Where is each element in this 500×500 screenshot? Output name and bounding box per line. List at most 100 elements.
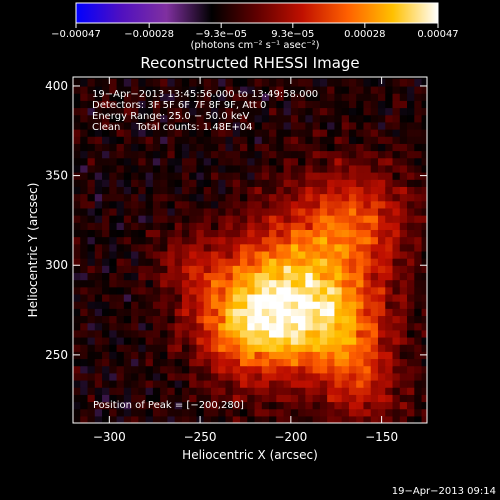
heatmap-pixel [261, 229, 270, 238]
heatmap-pixel [407, 394, 415, 403]
heatmap-pixel [174, 143, 183, 152]
heatmap-pixel [305, 408, 314, 417]
heatmap-pixel [189, 394, 198, 403]
heatmap-pixel [348, 128, 357, 137]
heatmap-pixel [131, 179, 139, 187]
heatmap-pixel [240, 128, 248, 137]
heatmap-pixel [102, 379, 110, 388]
heatmap-pixel [94, 150, 103, 159]
heatmap-pixel [174, 358, 183, 367]
heatmap-pixel [196, 207, 205, 216]
heatmap-pixel [283, 222, 292, 230]
heatmap-pixel [87, 329, 96, 338]
heatmap-pixel [145, 365, 154, 374]
heatmap-pixel [80, 301, 89, 309]
heatmap-pixel [210, 107, 219, 116]
heatmap-pixel [189, 265, 198, 274]
heatmap-pixel [334, 365, 343, 374]
heatmap-pixel [123, 222, 132, 230]
heatmap-pixel [160, 322, 168, 331]
heatmap-pixel [160, 78, 168, 87]
heatmap-pixel [123, 387, 132, 395]
heatmap-pixel [225, 229, 234, 238]
heatmap-pixel [218, 250, 227, 259]
heatmap-pixel [334, 229, 343, 238]
heatmap-pixel [392, 308, 401, 317]
heatmap-pixel [334, 157, 343, 166]
heatmap-pixel [348, 236, 357, 245]
heatmap-pixel [377, 128, 386, 137]
heatmap-pixel [290, 322, 299, 331]
heatmap-pixel [356, 351, 365, 360]
x-tick-label: −300 [93, 430, 126, 444]
heatmap-pixel [189, 229, 198, 238]
heatmap-pixel [385, 193, 394, 202]
heatmap-pixel [116, 157, 125, 166]
heatmap-pixel [160, 358, 168, 367]
heatmap-pixel [131, 243, 139, 252]
heatmap-pixel [356, 193, 365, 202]
heatmap-pixel [407, 336, 415, 345]
heatmap-pixel [312, 394, 321, 403]
heatmap-pixel [254, 93, 263, 101]
heatmap-pixel [131, 401, 139, 410]
heatmap-pixel [152, 329, 161, 338]
heatmap-pixel [210, 293, 219, 302]
heatmap-pixel [363, 387, 372, 395]
heatmap-pixel [160, 265, 168, 274]
heatmap-pixel [232, 365, 241, 374]
heatmap-pixel [189, 157, 198, 166]
heatmap-pixel [261, 394, 270, 403]
heatmap-pixel [174, 329, 183, 338]
heatmap-pixel [363, 365, 372, 374]
heatmap-pixel [138, 157, 147, 166]
heatmap-pixel [138, 272, 147, 281]
heatmap-pixel [181, 128, 190, 137]
heatmap-pixel [283, 229, 292, 238]
heatmap-pixel [73, 193, 81, 202]
heatmap-pixel [203, 344, 212, 352]
heatmap-pixel [152, 186, 161, 195]
heatmap-pixel [385, 415, 394, 423]
heatmap-pixel [319, 128, 328, 137]
heatmap-pixel [276, 286, 285, 295]
annotation-energy-range: Energy Range: 25.0 − 50.0 keV [92, 111, 249, 122]
heatmap-pixel [167, 164, 176, 173]
heatmap-pixel [145, 114, 154, 123]
heatmap-pixel [109, 186, 118, 195]
heatmap-pixel [377, 394, 386, 403]
heatmap-pixel [276, 136, 285, 144]
heatmap-pixel [94, 258, 103, 266]
heatmap-pixel [116, 243, 125, 252]
heatmap-pixel [327, 387, 336, 395]
heatmap-pixel [167, 121, 176, 130]
heatmap-pixel [240, 100, 248, 109]
heatmap-pixel [327, 408, 336, 417]
heatmap-pixel [363, 229, 372, 238]
heatmap-pixel [290, 150, 299, 159]
heatmap-pixel [240, 250, 248, 259]
heatmap-pixel [160, 272, 168, 281]
heatmap-pixel [407, 93, 415, 101]
heatmap-pixel [203, 236, 212, 245]
heatmap-pixel [232, 172, 241, 180]
heatmap-pixel [261, 322, 270, 331]
heatmap-pixel [348, 157, 357, 166]
heatmap-pixel [276, 265, 285, 274]
heatmap-pixel [225, 200, 234, 209]
heatmap-pixel [319, 222, 328, 230]
heatmap-pixel [210, 415, 219, 423]
heatmap-pixel [385, 186, 394, 195]
heatmap-pixel [283, 408, 292, 417]
heatmap-pixel [196, 143, 205, 152]
heatmap-pixel [116, 308, 125, 317]
heatmap-pixel [80, 164, 89, 173]
heatmap-pixel [73, 78, 81, 87]
heatmap-pixel [327, 279, 336, 288]
heatmap-pixel [261, 351, 270, 360]
heatmap-pixel [210, 222, 219, 230]
heatmap-pixel [189, 193, 198, 202]
heatmap-pixel [269, 100, 277, 109]
heatmap-pixel [348, 150, 357, 159]
heatmap-pixel [305, 272, 314, 281]
